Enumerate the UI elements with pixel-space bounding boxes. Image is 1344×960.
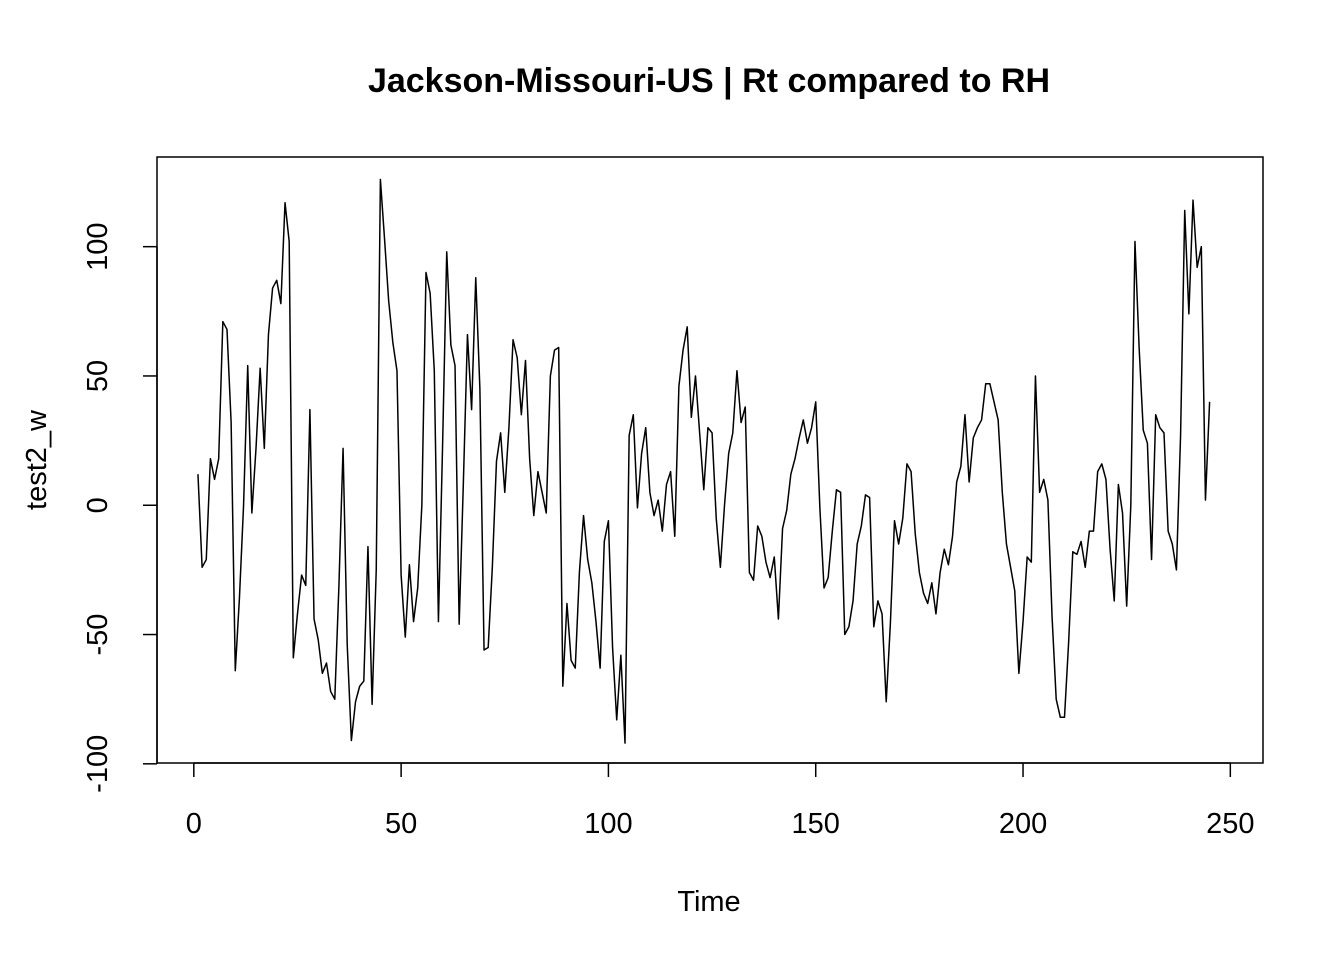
y-tick-label: 100 (82, 222, 114, 270)
y-axis: -100 -50 0 50 100 (82, 222, 158, 793)
y-axis-label: test2_w (21, 409, 53, 510)
x-tick-label: 250 (1206, 808, 1254, 840)
x-tick-label: 100 (584, 808, 632, 840)
y-tick-label: -50 (82, 614, 114, 656)
y-tick-label: -100 (82, 735, 114, 793)
x-axis-label: Time (677, 886, 740, 918)
x-tick-label: 200 (999, 808, 1047, 840)
x-tick-label: 150 (792, 808, 840, 840)
x-tick-label: 50 (385, 808, 417, 840)
chart-title: Jackson-Missouri-US | Rt compared to RH (368, 62, 1050, 100)
y-tick-label: 0 (82, 497, 114, 513)
x-axis: 0 50 100 150 200 250 (186, 762, 1255, 840)
y-tick-label: 50 (82, 360, 114, 392)
series-line (197, 178, 1211, 744)
x-tick-label: 0 (186, 808, 202, 840)
